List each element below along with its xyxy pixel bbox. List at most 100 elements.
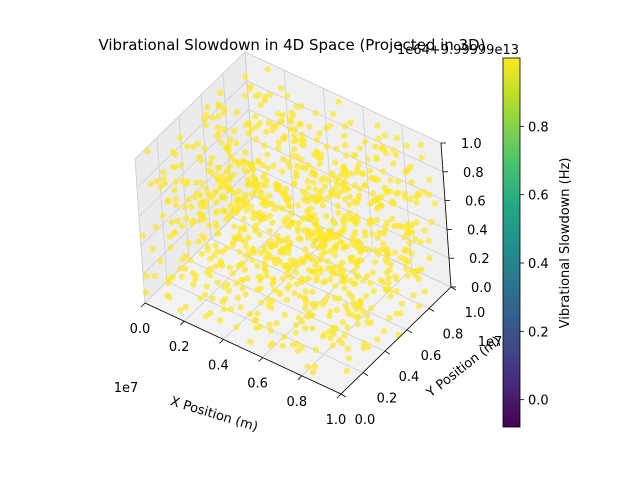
y-tick	[340, 393, 347, 398]
colorbar-tick-label: 0.0	[528, 394, 549, 409]
scatter-point	[191, 276, 198, 283]
scatter-point	[321, 183, 328, 190]
scatter-point	[312, 110, 319, 117]
scatter-point	[310, 179, 317, 186]
scatter-point	[217, 317, 224, 324]
scatter-point	[290, 132, 297, 139]
scatter-point	[266, 227, 273, 235]
scatter-point	[255, 157, 262, 164]
scatter-point	[342, 217, 349, 224]
z-tick-label: 0.2	[469, 252, 490, 267]
scatter-point	[383, 269, 390, 276]
scatter-point	[242, 74, 249, 81]
scatter-point	[233, 209, 240, 216]
scatter-point	[265, 119, 272, 126]
x-tick-label: 0.0	[130, 322, 151, 337]
scatter-point	[361, 340, 368, 347]
scatter-point	[274, 236, 281, 243]
scatter-point	[301, 226, 308, 234]
scatter-point	[392, 151, 400, 158]
scatter-point	[391, 222, 398, 229]
scatter-point	[365, 343, 372, 350]
scatter-point	[287, 265, 294, 272]
scatter-point	[334, 233, 341, 240]
scatter-point	[312, 262, 319, 269]
scatter-point	[371, 197, 378, 204]
scatter-point	[226, 264, 233, 271]
scatter-point	[382, 150, 390, 157]
scatter-point	[377, 277, 384, 284]
scatter-point	[183, 215, 190, 222]
grid-line	[134, 51, 246, 160]
y-tick	[450, 286, 457, 291]
y-tick-label: 0.8	[443, 327, 464, 342]
scatter-point	[215, 130, 222, 137]
scatter-point	[403, 142, 410, 149]
scatter-point	[179, 223, 186, 230]
grid-line	[244, 51, 442, 144]
scatter-point	[183, 143, 191, 150]
scatter-point	[151, 272, 158, 279]
scatter-point	[343, 152, 350, 159]
scatter-point	[374, 176, 382, 183]
x-tick	[179, 320, 185, 326]
scatter-point	[305, 234, 312, 241]
scatter-point	[319, 244, 327, 251]
x-tick-label: 0.6	[247, 377, 268, 392]
colorbar-tick-label: 0.4	[528, 257, 549, 272]
grid-line	[250, 138, 448, 230]
scatter-point	[308, 196, 315, 203]
scatter-point	[349, 240, 357, 247]
scatter-point	[204, 104, 211, 111]
scatter-point	[196, 153, 203, 160]
scatter-point	[182, 265, 189, 272]
colorbar-tick-label: 0.8	[528, 120, 549, 135]
scatter-point	[254, 262, 261, 269]
scatter-point	[332, 282, 339, 289]
scatter-point	[341, 274, 348, 281]
scatter-point	[288, 210, 295, 217]
scatter-point	[327, 229, 334, 236]
scatter-point	[254, 181, 261, 188]
scatter-point	[177, 265, 184, 272]
scatter-point	[368, 305, 375, 312]
y-tick-label: 0.2	[377, 392, 398, 407]
scatter-point	[199, 199, 206, 206]
scatter-point	[212, 188, 219, 195]
scatter-point	[384, 250, 391, 258]
scatter-point	[417, 141, 425, 148]
scatter-point	[248, 203, 255, 210]
scatter-point	[416, 303, 423, 310]
scatter-point	[382, 256, 389, 263]
scatter-point	[350, 268, 357, 275]
scatter-point	[160, 175, 167, 183]
scatter-point	[323, 213, 330, 220]
scatter-point	[220, 207, 227, 214]
scatter-point	[242, 238, 249, 246]
scatter-point	[380, 240, 387, 247]
y-tick	[428, 308, 435, 312]
scatter-point	[245, 130, 252, 137]
x-tick-label: 1.0	[326, 413, 347, 428]
scatter-point	[261, 142, 268, 149]
scatter-point	[409, 268, 416, 275]
scatter-point	[252, 227, 259, 234]
scatter-point	[247, 338, 254, 346]
scatter-point	[290, 180, 298, 187]
scatter-point	[326, 236, 333, 243]
scatter-point	[339, 171, 346, 178]
scatter-point	[261, 171, 268, 178]
scatter-point	[344, 306, 351, 313]
scatter-point	[259, 161, 266, 168]
scatter-point	[356, 145, 363, 152]
scatter-point	[381, 132, 389, 139]
scatter-point	[243, 201, 250, 208]
scatter-point	[288, 109, 295, 116]
scatter-point	[368, 217, 375, 225]
scatter-point	[348, 311, 355, 318]
y-tick-label: 0.6	[421, 349, 442, 364]
scatter-point	[271, 205, 278, 212]
colorbar-gradient	[502, 57, 521, 428]
scatter-point	[250, 215, 257, 222]
scatter-point	[421, 189, 428, 196]
